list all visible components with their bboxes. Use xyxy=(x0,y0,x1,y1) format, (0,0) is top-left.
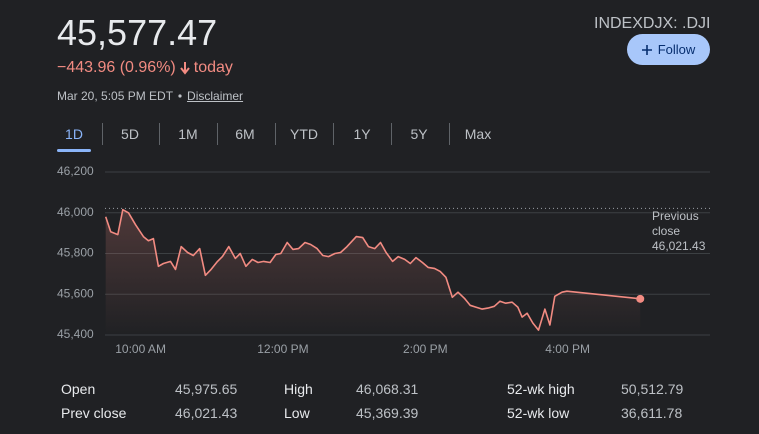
ticker: INDEXDJX: .DJI xyxy=(594,15,711,32)
stat-value: 46,021.43 xyxy=(175,405,238,421)
tab-underline xyxy=(57,149,91,152)
x-tick-label: 12:00 PM xyxy=(257,342,308,356)
stat-value: 45,369.39 xyxy=(356,405,419,421)
stat-label: Open xyxy=(61,381,96,397)
stat-value: 45,975.65 xyxy=(175,381,238,397)
stat-label: Prev close xyxy=(61,405,127,421)
tab-separator xyxy=(102,123,103,145)
stat-label: 52-wk high xyxy=(507,381,575,397)
y-tick-label: 45,400 xyxy=(57,327,94,341)
y-tick-label: 46,200 xyxy=(57,164,94,178)
stat-value: 50,512.79 xyxy=(621,381,684,397)
y-tick-label: 46,000 xyxy=(57,205,94,219)
tab-separator xyxy=(217,123,218,145)
range-tab[interactable]: 1D xyxy=(65,126,83,142)
bullet xyxy=(178,94,182,98)
tab-separator xyxy=(391,123,392,145)
stat-value: 36,611.78 xyxy=(621,405,683,421)
range-tab[interactable]: 1Y xyxy=(353,126,371,142)
follow-button[interactable]: Follow xyxy=(627,34,710,65)
disclaimer-link[interactable]: Disclaimer xyxy=(187,89,244,103)
range-tab[interactable]: 5D xyxy=(121,126,139,142)
reference-name: Previous close xyxy=(652,209,699,238)
price: 45,577.47 xyxy=(57,12,218,53)
range-tab[interactable]: YTD xyxy=(290,126,318,142)
range-tab[interactable]: 6M xyxy=(235,126,255,142)
plus-icon xyxy=(641,44,652,55)
last-point xyxy=(636,294,645,303)
reference-value: 46,021.43 xyxy=(652,239,706,253)
x-tick-label: 2:00 PM xyxy=(403,342,448,356)
stat-value: 46,068.31 xyxy=(356,381,419,397)
y-tick-label: 45,600 xyxy=(57,286,94,300)
timestamp: Mar 20, 5:05 PM EDT xyxy=(57,89,174,103)
range-tab[interactable]: 1M xyxy=(178,126,198,142)
x-tick-label: 4:00 PM xyxy=(545,342,590,356)
tab-separator xyxy=(333,123,334,145)
period: today xyxy=(193,59,233,76)
change-value: −443.96 (0.96%) xyxy=(57,59,176,76)
timestamp-row: Mar 20, 5:05 PM EDT Disclaimer xyxy=(57,89,243,103)
tab-separator xyxy=(449,123,450,145)
price-line xyxy=(104,208,641,331)
reference-label: Previous close 46,021.43 xyxy=(652,209,712,254)
tab-separator xyxy=(275,123,276,145)
y-tick-label: 45,800 xyxy=(57,246,94,260)
x-tick-label: 10:00 AM xyxy=(115,342,166,356)
change: −443.96 (0.96%) today xyxy=(57,59,233,77)
stat-label: 52-wk low xyxy=(507,405,570,421)
tab-separator xyxy=(159,123,160,145)
stat-label: High xyxy=(284,381,313,397)
range-tab[interactable]: Max xyxy=(464,126,492,142)
down-arrow xyxy=(179,62,190,75)
range-tab[interactable]: 5Y xyxy=(410,126,428,142)
area-fill xyxy=(105,209,641,335)
stat-label: Low xyxy=(284,405,310,421)
follow-label: Follow xyxy=(657,42,696,57)
